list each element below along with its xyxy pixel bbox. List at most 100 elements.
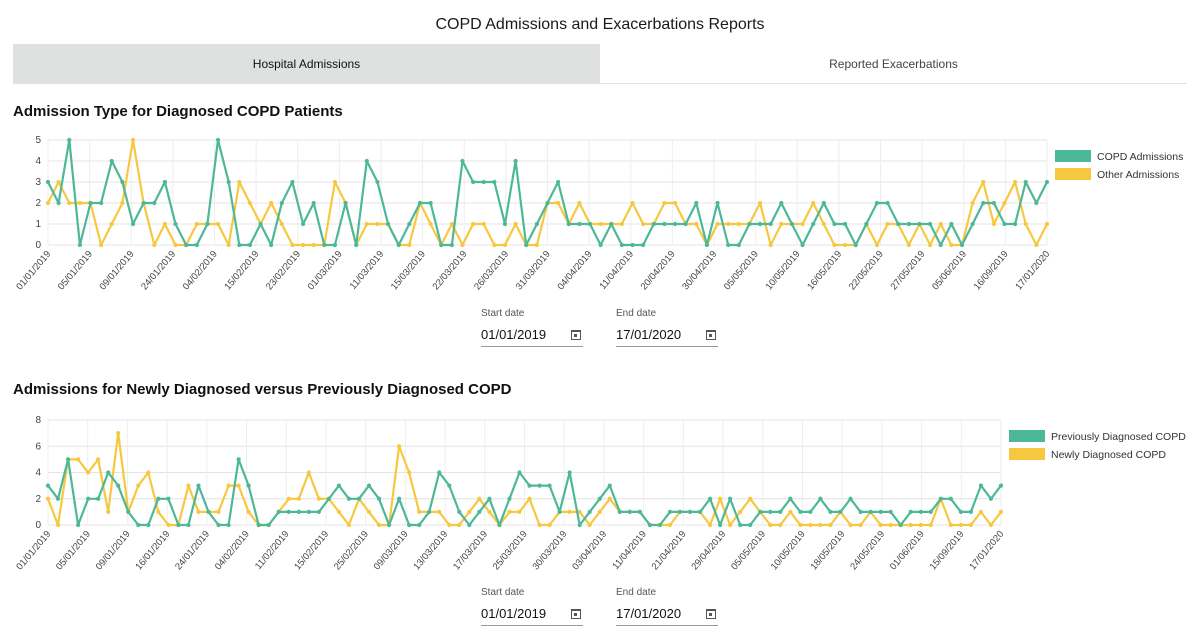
data-point: [927, 242, 933, 248]
data-point: [467, 522, 472, 528]
data-point: [96, 457, 101, 462]
chart2-end-date-input[interactable]: 17/01/2020: [616, 602, 718, 626]
chart1-start-date-input[interactable]: 01/01/2019: [481, 323, 583, 347]
data-point: [672, 200, 678, 206]
data-point: [356, 496, 362, 501]
data-point: [534, 242, 539, 248]
data-point: [300, 242, 306, 248]
data-point: [300, 221, 306, 227]
data-point: [888, 522, 893, 528]
data-point: [449, 242, 454, 248]
data-point: [607, 483, 612, 488]
data-point: [56, 200, 61, 206]
y-tick-label: 6: [35, 441, 41, 452]
x-tick-label: 20/04/2019: [639, 249, 678, 292]
data-point: [888, 509, 893, 514]
data-point: [237, 242, 242, 248]
y-tick-label: 3: [35, 177, 41, 188]
data-point: [726, 221, 731, 227]
data-point: [45, 483, 51, 488]
data-point: [800, 242, 805, 248]
x-tick-label: 25/03/2019: [491, 529, 530, 572]
tab-hospital-admissions[interactable]: Hospital Admissions: [13, 44, 600, 83]
data-point: [120, 179, 125, 185]
data-point: [597, 509, 602, 514]
data-point: [417, 200, 423, 206]
calendar-icon[interactable]: [706, 329, 716, 340]
data-point: [481, 221, 486, 227]
data-point: [276, 509, 281, 514]
data-point: [938, 496, 943, 501]
data-point: [874, 200, 880, 206]
data-point: [547, 483, 552, 488]
data-point: [492, 242, 497, 248]
data-point: [507, 509, 512, 514]
data-point: [619, 242, 624, 248]
data-point: [186, 483, 191, 488]
calendar-icon[interactable]: [571, 329, 581, 340]
x-tick-label: 21/04/2019: [650, 529, 689, 572]
data-point: [184, 242, 189, 248]
x-tick-label: 01/01/2019: [14, 249, 53, 292]
data-point: [246, 509, 251, 514]
data-point: [226, 179, 231, 185]
data-point: [1002, 200, 1007, 206]
data-point: [848, 522, 853, 528]
data-point: [75, 522, 81, 528]
data-point: [502, 221, 508, 227]
data-point: [556, 179, 561, 185]
chart2-svg: 0 2 4 6 8 01/01/2019 05/01/2019 09/01/2019 16/01…: [14, 415, 1186, 572]
x-tick-label: 05/05/2019: [722, 249, 761, 292]
data-point: [366, 483, 372, 488]
data-point: [598, 221, 603, 227]
data-point: [842, 221, 848, 227]
legend-swatch: [1009, 448, 1045, 460]
data-point: [513, 158, 518, 164]
legend-swatch: [1009, 430, 1045, 442]
data-point: [427, 509, 432, 514]
data-point: [290, 179, 295, 185]
data-point: [798, 509, 803, 514]
data-point: [215, 221, 221, 227]
x-tick-label: 25/02/2019: [332, 529, 371, 572]
y-tick-label: 5: [35, 135, 41, 146]
data-point: [507, 496, 512, 501]
data-point: [878, 522, 883, 528]
data-point: [130, 221, 136, 227]
data-point: [738, 509, 743, 514]
data-point: [938, 221, 943, 227]
data-point: [332, 179, 338, 185]
data-point: [556, 200, 561, 206]
data-point: [527, 496, 532, 501]
data-point: [375, 221, 380, 227]
data-point: [928, 522, 933, 528]
chart1-start-date: Start date 01/01/2019: [481, 308, 583, 347]
x-tick-label: 01/06/2019: [888, 529, 927, 572]
chart2-start-date-input[interactable]: 01/01/2019: [481, 602, 583, 626]
legend-label: Previously Diagnosed COPD: [1051, 431, 1186, 443]
data-point: [948, 522, 953, 528]
data-point: [286, 509, 291, 514]
data-point: [86, 470, 91, 475]
x-tick-label: 24/01/2019: [173, 529, 212, 572]
x-tick-label: 11/04/2019: [610, 529, 649, 572]
data-point: [247, 242, 253, 248]
data-point: [346, 522, 352, 528]
data-point: [130, 137, 136, 143]
data-point: [487, 509, 492, 514]
tab-reported-exacerbations[interactable]: Reported Exacerbations: [600, 44, 1187, 83]
calendar-icon[interactable]: [571, 608, 581, 619]
chart1-end-date-input[interactable]: 17/01/2020: [616, 323, 718, 347]
chart1-start-date-value: 01/01/2019: [481, 327, 547, 342]
data-point: [346, 496, 352, 501]
data-point: [704, 242, 710, 248]
data-point: [437, 509, 442, 514]
data-point: [460, 242, 465, 248]
data-point: [322, 242, 327, 248]
data-point: [1034, 242, 1039, 248]
chart2-end-date-value: 17/01/2020: [616, 606, 682, 621]
data-point: [116, 431, 121, 436]
data-point: [56, 179, 61, 185]
data-point: [196, 483, 201, 488]
calendar-icon[interactable]: [706, 608, 716, 619]
